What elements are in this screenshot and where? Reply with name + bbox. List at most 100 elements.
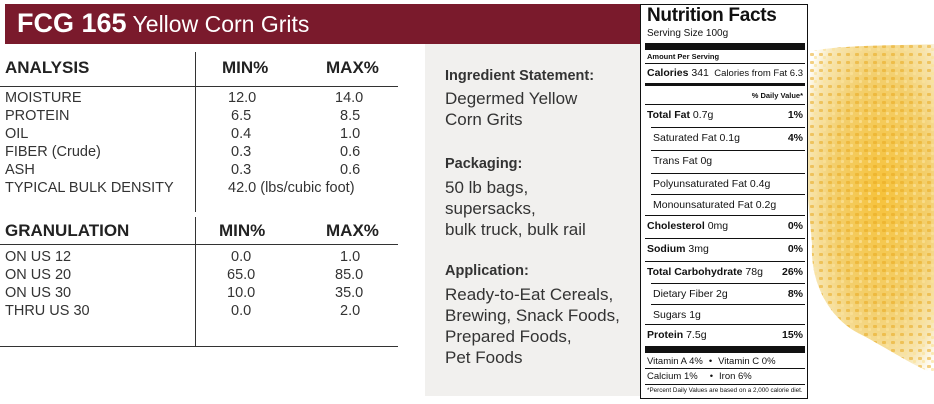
nutrient-label: Polyunsaturated Fat: [653, 178, 747, 190]
divider: [651, 304, 805, 305]
amount-per-serving: Amount Per Serving: [647, 52, 720, 61]
row-max: 1.0: [340, 126, 361, 142]
nutrient-amount: 1g: [689, 309, 701, 321]
trans-fat-row: Trans Fat 0g: [653, 155, 803, 175]
nutrition-title: Nutrition Facts: [647, 5, 777, 26]
divider: [645, 215, 805, 216]
application-line: Prepared Foods,: [445, 327, 572, 346]
divider: [651, 173, 805, 174]
sugars-row: Sugars 1g: [653, 309, 803, 329]
granulation-max-header: MAX%: [326, 221, 379, 240]
nutrient-amount: 0.1g: [719, 132, 740, 144]
granulation-rows: ON US 12 0.0 1.0 ON US 20 65.0 85.0 ON U…: [0, 249, 398, 321]
nutrient-pct: 0%: [787, 243, 803, 255]
ingredient-text: Degermed Yellow Corn Grits: [445, 88, 645, 130]
analysis-title: ANALYSIS: [5, 58, 90, 77]
divider: [651, 194, 805, 195]
row-max: 1.0: [340, 249, 361, 265]
ingredient-line: Degermed Yellow: [445, 89, 578, 108]
row-min: 0.3: [231, 162, 252, 178]
row-max: 85.0: [335, 267, 364, 283]
row-label: ON US 12: [5, 249, 72, 265]
nutrient-label: Trans Fat: [653, 155, 698, 167]
calcium: Calcium 1%: [647, 371, 698, 382]
vitamin-a: Vitamin A 4%: [647, 356, 703, 367]
table-row: MOISTURE 12.0 14.0: [0, 90, 398, 108]
row-label: PROTEIN: [5, 108, 70, 124]
packaging-heading: Packaging:: [445, 156, 523, 172]
packaging-line: bulk truck, bulk rail: [445, 220, 586, 239]
calories-from-fat: Calories from Fat 6.3: [714, 68, 803, 79]
iron: Iron 6%: [719, 371, 752, 382]
analysis-max-header: MAX%: [326, 58, 379, 77]
row-label: FIBER (Crude): [5, 144, 101, 160]
divider: [0, 244, 398, 245]
divider: [645, 368, 805, 369]
row-max: 0.6: [340, 144, 361, 160]
nutrient-pct: 1%: [787, 109, 803, 121]
product-title: FCG 165 Yellow Corn Grits: [17, 8, 309, 39]
table-row: TYPICAL BULK DENSITY 42.0 (lbs/cubic foo…: [0, 180, 398, 198]
calories-row: Calories 341: [647, 67, 709, 79]
nutrient-label: Protein: [647, 329, 684, 341]
description-panel: Ingredient Statement: Degermed Yellow Co…: [425, 44, 650, 396]
nutrient-amount: 0g: [700, 155, 713, 167]
bullet-separator: •: [709, 371, 714, 382]
nutrient-amount: 0mg: [707, 220, 729, 232]
nutrient-pct: 4%: [787, 132, 803, 144]
serving-size: Serving Size 100g: [647, 28, 729, 39]
row-label: ON US 30: [5, 285, 72, 301]
density-label: TYPICAL BULK DENSITY: [5, 180, 174, 196]
product-name: Yellow Corn Grits: [132, 11, 310, 37]
packaging-text: 50 lb bags, supersacks, bulk truck, bulk…: [445, 177, 645, 240]
table-row: PROTEIN 6.5 8.5: [0, 108, 398, 126]
row-label: THRU US 30: [5, 303, 90, 319]
application-heading: Application:: [445, 263, 529, 279]
nutrient-label: Dietary Fiber: [653, 288, 714, 300]
product-code: FCG 165: [17, 8, 127, 38]
nutrient-label: Sugars: [653, 309, 687, 321]
row-min: 0.0: [231, 303, 252, 319]
divider: [645, 238, 805, 239]
nutrient-amount: 0.4g: [749, 178, 771, 190]
daily-value-header: % Daily Value*: [751, 91, 803, 100]
divider: [645, 43, 805, 50]
nutrient-label: Saturated Fat: [653, 132, 717, 144]
nutrient-pct: 8%: [787, 288, 803, 300]
granulation-min-header: MIN%: [219, 221, 266, 240]
divider: [645, 83, 805, 86]
nutrient-amount: 7.5g: [686, 329, 707, 341]
carbohydrate-row: Total Carbohydrate 78g 26%: [647, 266, 803, 286]
divider: [0, 86, 398, 87]
application-line: Ready-to-Eat Cereals,: [445, 285, 614, 304]
nutrient-amount: 0.7g: [692, 109, 714, 121]
divider: [651, 283, 805, 284]
nutrient-pct: 15%: [781, 329, 803, 341]
vitamins-row: Vitamin A 4% • Vitamin C 0%: [647, 356, 803, 367]
table-row: ON US 20 65.0 85.0: [0, 267, 398, 285]
divider: [645, 384, 805, 385]
application-line: Pet Foods: [445, 348, 523, 367]
nutrient-label: Total Fat: [647, 109, 690, 121]
saturated-fat-row: Saturated Fat 0.1g 4%: [653, 132, 803, 152]
table-row: ON US 12 0.0 1.0: [0, 249, 398, 267]
divider: [645, 63, 805, 64]
row-label: ASH: [5, 162, 35, 178]
minerals-row: Calcium 1% • Iron 6%: [647, 371, 803, 382]
divider: [651, 127, 805, 128]
row-max: 35.0: [335, 285, 364, 301]
row-max: 0.6: [340, 162, 361, 178]
protein-row: Protein 7.5g 15%: [647, 329, 803, 349]
packaging-line: supersacks,: [445, 199, 536, 218]
analysis-rows: MOISTURE 12.0 14.0 PROTEIN 6.5 8.5 OIL 0…: [0, 90, 398, 198]
daily-value-footnote: *Percent Daily Values are based on a 2,0…: [647, 387, 803, 394]
nutrient-pct: 0%: [787, 220, 803, 232]
dietary-fiber-row: Dietary Fiber 2g 8%: [653, 288, 803, 308]
column-divider: [195, 52, 196, 212]
table-row: FIBER (Crude) 0.3 0.6: [0, 144, 398, 162]
row-min: 0.0: [231, 249, 252, 265]
row-label: ON US 20: [5, 267, 72, 283]
row-min: 0.4: [231, 126, 252, 142]
nutrient-amount: 3mg: [688, 243, 709, 255]
analysis-min-header: MIN%: [222, 58, 269, 77]
